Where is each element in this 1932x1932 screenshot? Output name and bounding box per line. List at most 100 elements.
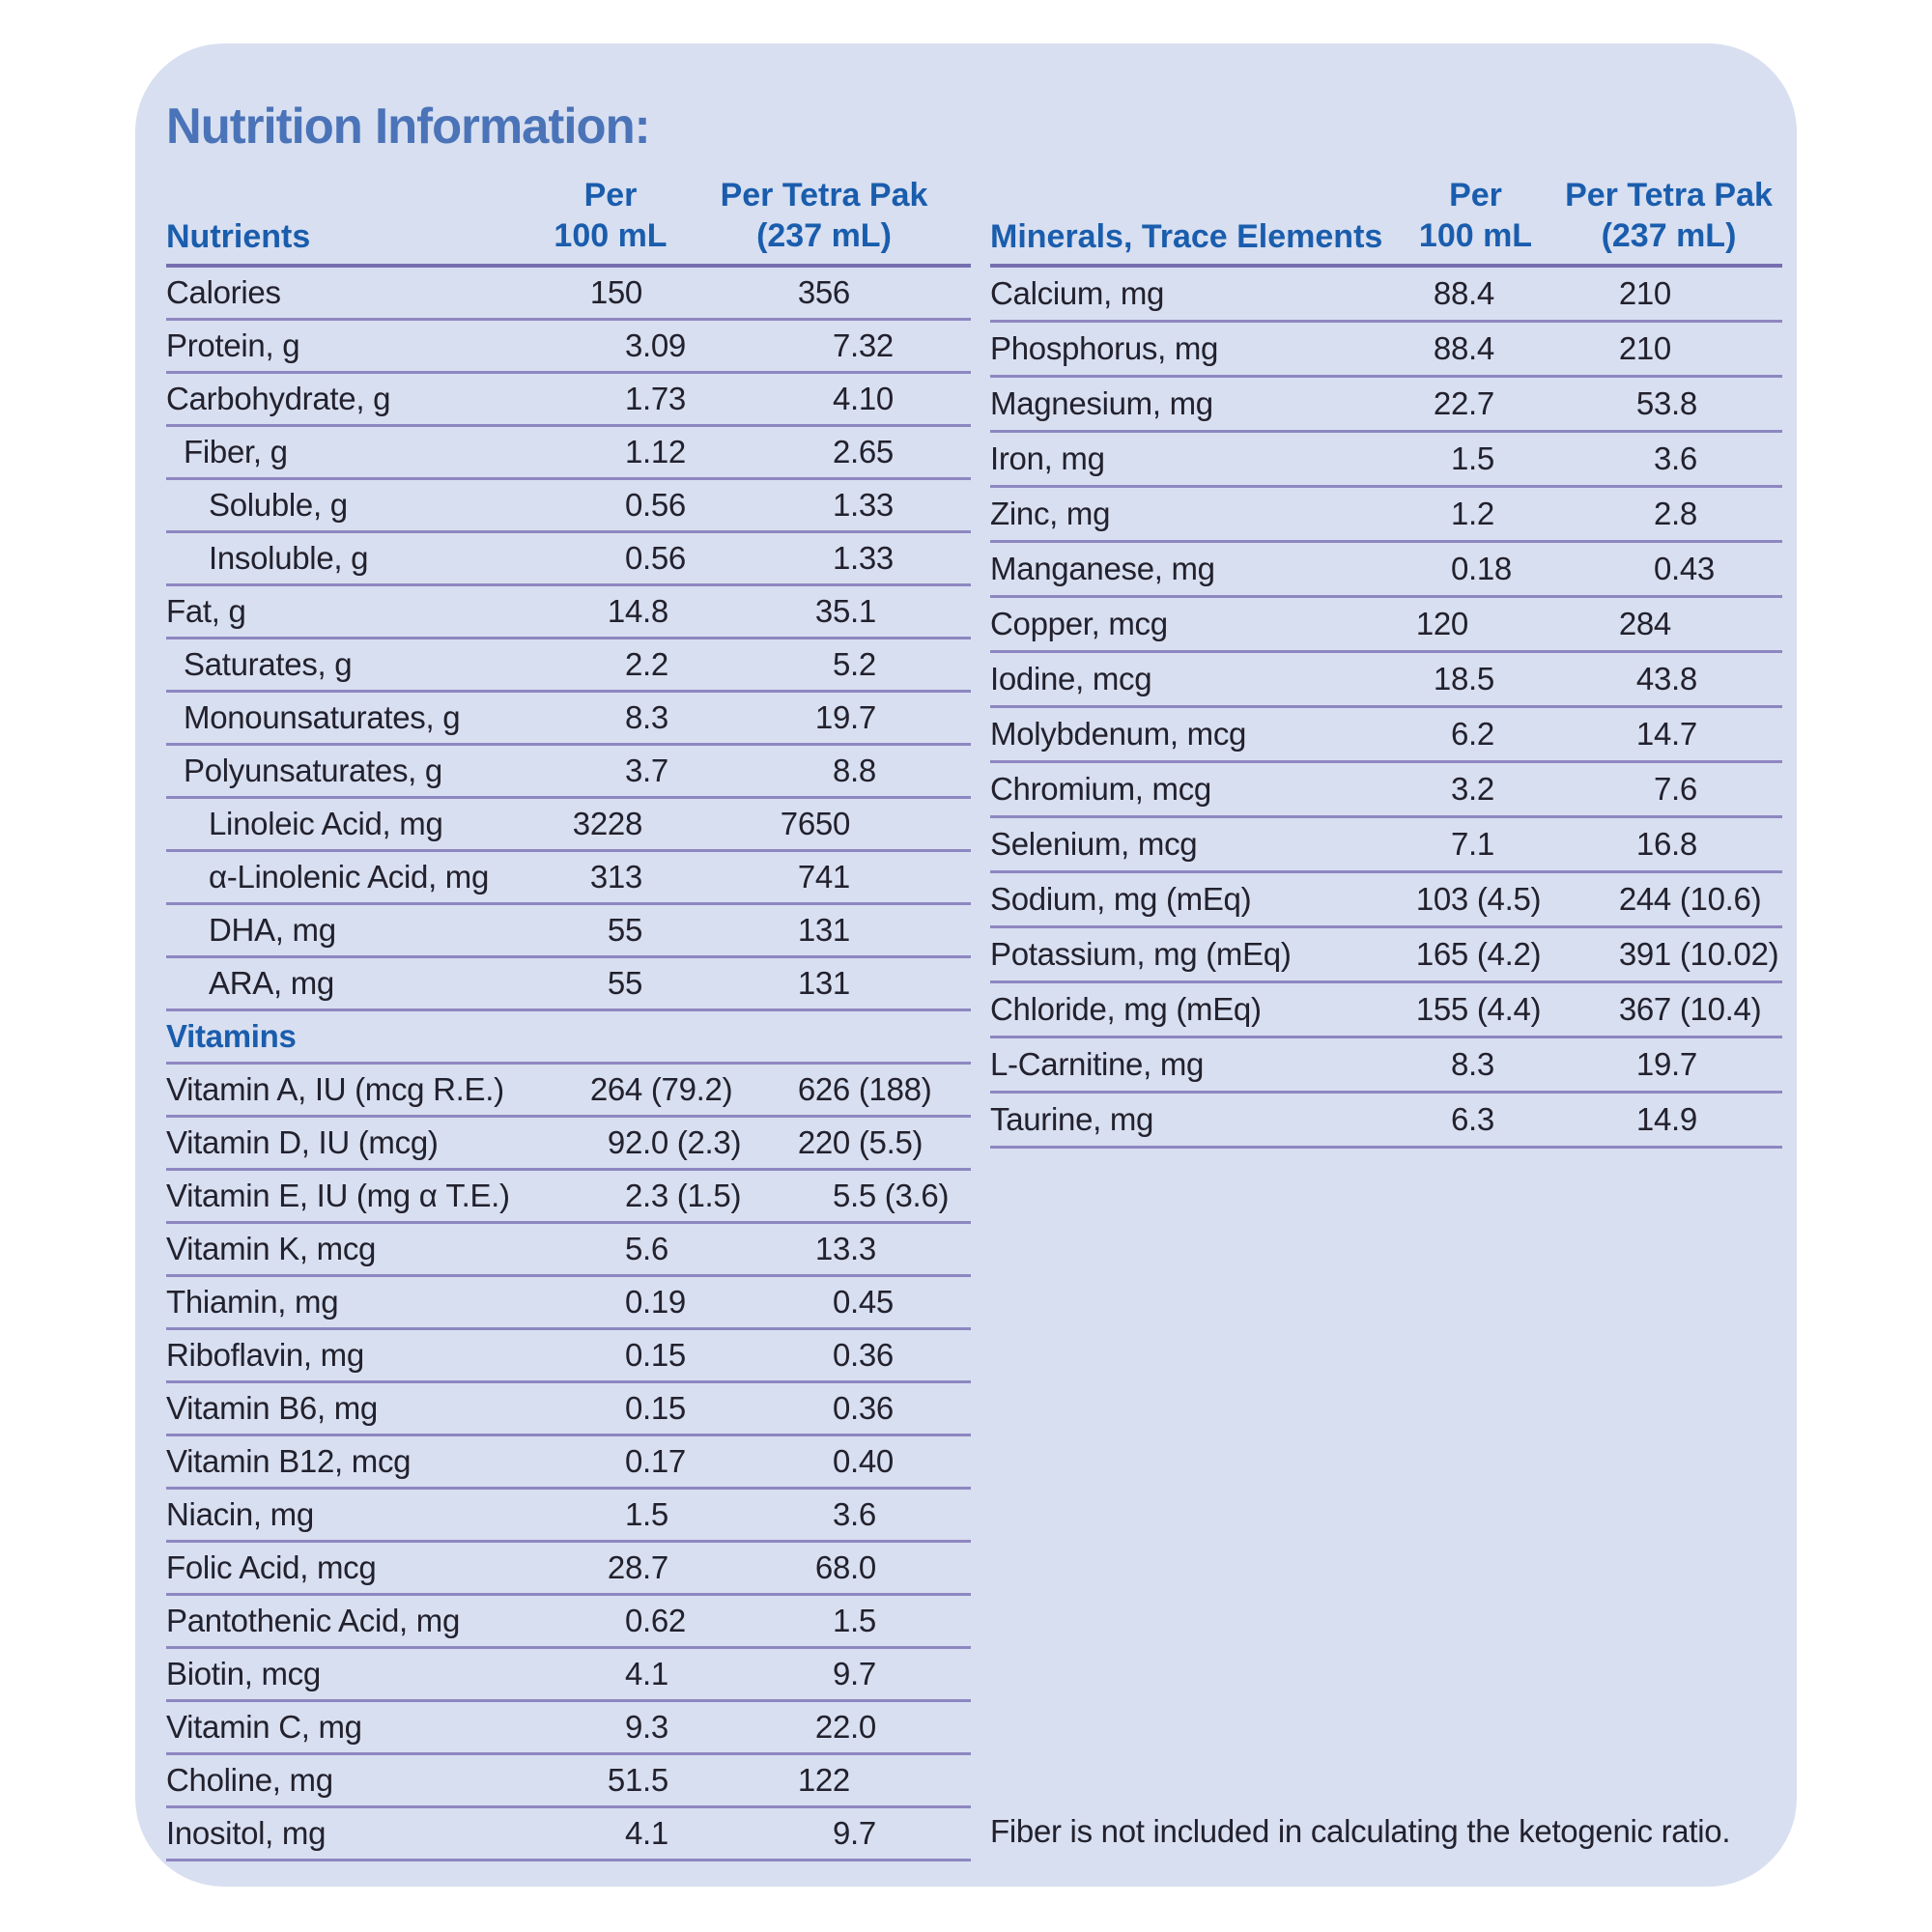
per-100ml-value-rest: .15 (642, 1337, 686, 1373)
row-label: Folic Acid, mcg (166, 1549, 377, 1585)
table-row: Selenium, mcg 7 .1 16 .8 (990, 818, 1782, 873)
table-row: DHA, mg 55 131 (166, 905, 971, 958)
table-row: Fat, g 14 .8 35 .1 (166, 586, 971, 639)
per-100ml-column-header: Per 100 mL (1418, 177, 1533, 254)
table-row: Copper, mcg 120 284 (990, 598, 1782, 653)
table-row: Choline, mg 51 .5 122 (166, 1755, 971, 1808)
per-100ml-value-rest: (4.2) (1468, 936, 1542, 972)
per-100ml-value-rest: .18 (1468, 551, 1512, 586)
row-label: Copper, mcg (990, 606, 1168, 641)
row-label: Magnesium, mg (990, 385, 1213, 421)
per-100ml-value-int: 51 (607, 1762, 642, 1798)
row-label: Inositol, mg (166, 1815, 327, 1851)
per-100ml-value-rest: .0 (2.3) (642, 1124, 742, 1160)
table-row: Potassium, mg (mEq) 165 (4.2) 391 (10.02… (990, 928, 1782, 983)
per-100ml-value-int: 6 (1450, 716, 1468, 752)
per-100ml-value-int: 88 (1433, 275, 1468, 311)
per-100ml-value-rest: .62 (642, 1603, 686, 1638)
per-100ml-value-rest: .8 (642, 593, 668, 629)
per-tetra-pak-value-int: 13 (814, 1231, 850, 1266)
per-100ml-value-rest: .12 (642, 434, 686, 469)
per-100ml-value-rest: .3 (1468, 1101, 1494, 1137)
row-label: Selenium, mcg (990, 826, 1198, 862)
table-row: Linoleic Acid, mg 3228 7650 (166, 799, 971, 852)
per-100ml-value-int: 55 (607, 965, 642, 1001)
per-100ml-value-int: 8 (624, 699, 642, 735)
row-label: Calories (166, 274, 281, 310)
per-tetra-pak-value-int: 22 (814, 1709, 850, 1745)
per-tetra-pak-value-int: 5 (832, 1178, 850, 1213)
table-row: Protein, g 3 .09 7 .32 (166, 321, 971, 374)
per-100ml-value-rest: .5 (1468, 440, 1494, 476)
per-100ml-value-rest: .2 (642, 646, 668, 682)
per-100ml-value-int: 22 (1433, 385, 1468, 421)
per-100ml-value-int: 1 (624, 434, 642, 469)
per-100ml-value-int: 120 (1415, 606, 1468, 641)
per-tetra-pak-value-rest: .0 (850, 1549, 876, 1585)
row-label: Chloride, mg (mEq) (990, 991, 1262, 1027)
per-100ml-value-int: 55 (607, 912, 642, 948)
row-label: Calcium, mg (990, 275, 1165, 311)
per-tetra-pak-value-int: 43 (1635, 661, 1671, 696)
per-100ml-value-rest: .7 (642, 1549, 668, 1585)
per-tetra-pak-value-rest: .9 (1671, 1101, 1697, 1137)
nutrients-column-header: Nutrients (166, 218, 311, 255)
row-label: Pantothenic Acid, mg (166, 1603, 461, 1638)
row-label: Biotin, mcg (166, 1656, 321, 1691)
table-row: Thiamin, mg 0 .19 0 .45 (166, 1277, 971, 1330)
per-100ml-value-int: 4 (624, 1656, 642, 1691)
table-row: Vitamin C, mg 9 .3 22 .0 (166, 1702, 971, 1755)
per-tetra-pak-value-int: 131 (797, 912, 850, 948)
table-row: Vitamin D, IU (mcg) 92 .0 (2.3) 220 (5.5… (166, 1118, 971, 1171)
per-100ml-value-int: 18 (1433, 661, 1468, 696)
per-100ml-value-int: 0 (624, 1284, 642, 1320)
row-label: Vitamin A, IU (mcg R.E.) (166, 1071, 504, 1107)
per-tetra-pak-value-rest: .5 (3.6) (850, 1178, 950, 1213)
row-label: Vitamin D, IU (mcg) (166, 1124, 439, 1160)
per-tetra-pak-value-int: 131 (797, 965, 850, 1001)
per-tetra-pak-value-rest: .33 (850, 540, 894, 576)
table-row: Iodine, mcg 18 .5 43 .8 (990, 653, 1782, 708)
per-100ml-value-int: 1 (624, 381, 642, 416)
per-tetra-pak-value-int: 0 (832, 1337, 850, 1373)
per-100ml-value-int: 1 (1450, 496, 1468, 531)
per-tetra-pak-value-int: 8 (832, 753, 850, 788)
per-tetra-pak-value-int: 4 (832, 381, 850, 416)
per-100ml-value-int: 2 (624, 646, 642, 682)
per-tetra-pak-value-int: 1 (832, 1603, 850, 1638)
per-tetra-pak-value-int: 9 (832, 1815, 850, 1851)
row-label: Vitamin B6, mg (166, 1390, 378, 1426)
per-tetra-pak-value-rest: .45 (850, 1284, 894, 1320)
row-label: Vitamin B12, mcg (166, 1443, 412, 1479)
per-100ml-value-int: 28 (607, 1549, 642, 1585)
tables-container: Nutrients Per 100 mL Per Tetra Pak (237 … (166, 140, 1782, 1861)
per-100ml-value-int: 0 (624, 540, 642, 576)
table-row: Carbohydrate, g 1 .73 4 .10 (166, 374, 971, 427)
row-label: Riboflavin, mg (166, 1337, 364, 1373)
per-100ml-value-int: 155 (1415, 991, 1468, 1027)
per-tetra-pak-value-rest: (10.02) (1671, 936, 1779, 972)
per-100ml-value-int: 103 (1415, 881, 1468, 917)
per-100ml-value-int: 1 (624, 1496, 642, 1532)
table-row: Pantothenic Acid, mg 0 .62 1 .5 (166, 1596, 971, 1649)
per-tetra-pak-value-rest: .8 (1671, 385, 1697, 421)
per-100ml-value-rest: .56 (642, 487, 686, 523)
row-label: Vitamin C, mg (166, 1709, 362, 1745)
per-100ml-value-int: 8 (1450, 1046, 1468, 1082)
row-label: Chromium, mcg (990, 771, 1211, 807)
per-100ml-value-int: 264 (589, 1071, 642, 1107)
per-tetra-pak-value-rest: .2 (850, 646, 876, 682)
per-tetra-pak-value-rest: .33 (850, 487, 894, 523)
per-tetra-pak-value-rest: (10.4) (1671, 991, 1762, 1027)
per-100ml-value-rest: .2 (1468, 496, 1494, 531)
per-100ml-value-rest: .7 (1468, 385, 1494, 421)
row-label: Monounsaturates, g (184, 699, 461, 735)
minerals-rows: Calcium, mg 88 .4 210 Phosphorus, mg 88 … (990, 268, 1782, 1149)
table-row: Magnesium, mg 22 .7 53 .8 (990, 378, 1782, 433)
per-100ml-value-int: 9 (624, 1709, 642, 1745)
per-100ml-value-rest: .3 (642, 699, 668, 735)
per-tetra-pak-value-int: 16 (1635, 826, 1671, 862)
table-row: Fiber, g 1 .12 2 .65 (166, 427, 971, 480)
nutrients-rows: Calories 150 356 Protein, g 3 .09 7 .32 … (166, 268, 971, 1861)
row-label: Iodine, mcg (990, 661, 1152, 696)
